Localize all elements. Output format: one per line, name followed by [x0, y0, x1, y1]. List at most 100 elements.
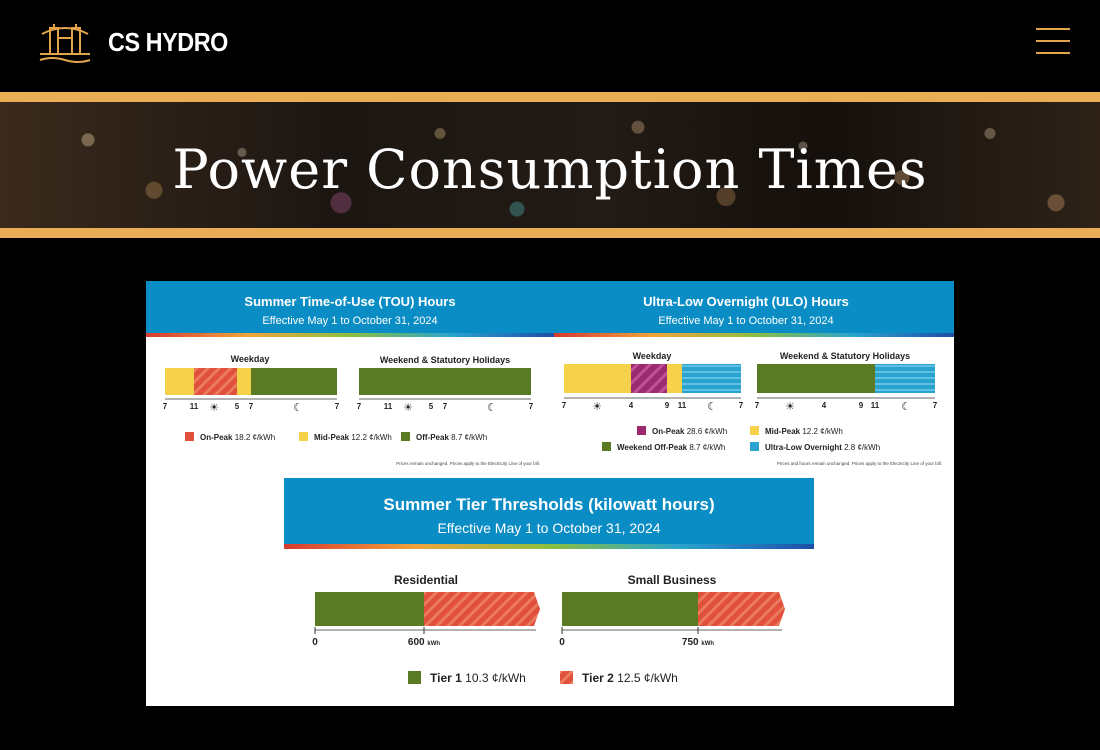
legend-ulo-on-peak-price: 28.6 ¢/kWh [687, 427, 727, 436]
legend-ultra-low-price: 2.8 ¢/kWh [844, 443, 880, 452]
small-business-zero: 0 [559, 637, 565, 648]
legend-swatch-ulo-on-peak [637, 426, 646, 435]
ulo-weekday-mid-peak-evening [667, 364, 682, 393]
tou-title: Summer Time-of-Use (TOU) Hours [244, 294, 455, 309]
top-accent-stripe [0, 92, 1100, 102]
ulo-subtitle: Effective May 1 to October 31, 2024 [658, 315, 833, 327]
legend-ultra-low-name: Ultra-Low Overnight [765, 443, 842, 452]
ulo-wd-tick-4: 11 [678, 401, 687, 410]
legend-on-peak-name: On-Peak [200, 433, 233, 442]
tou-we-tick-5: 7 [529, 402, 534, 411]
tou-note: Prices remain unchanged. Prices apply to… [396, 461, 540, 466]
legend-swatch-weekend-off-peak [602, 442, 611, 451]
svg-text:Off-Peak 8.7 ¢/kWh: Off-Peak 8.7 ¢/kWh [416, 433, 487, 442]
tou-banner [146, 281, 554, 333]
ulo-wd-tick-2: 4 [629, 401, 634, 410]
tou-we-tick-2: 11 [384, 402, 393, 411]
small-business-threshold: 750 [682, 637, 699, 648]
tou-weekend-off-peak [359, 368, 531, 395]
ulo-wd-tick-5: 7 [739, 401, 744, 410]
tier-subtitle: Effective May 1 to October 31, 2024 [437, 520, 660, 536]
hamburger-menu-icon[interactable] [1036, 26, 1070, 56]
legend-swatch-on-peak [185, 432, 194, 441]
tower-bridge-logo-icon[interactable] [38, 20, 92, 64]
tou-weekday-mid-peak-evening [237, 368, 251, 395]
legend-ulo-mid-peak-price: 12.2 ¢/kWh [802, 427, 842, 436]
legend-swatch-ulo-mid-peak [750, 426, 759, 435]
tou-wd-tick-3: 5 [235, 402, 240, 411]
small-business-label: Small Business [628, 573, 717, 587]
ulo-weekday-on-peak [631, 364, 667, 393]
legend-mid-peak-price: 12.2 ¢/kWh [351, 433, 391, 442]
legend-swatch-ultra-low [750, 442, 759, 451]
svg-text:Mid-Peak 12.2 ¢/kWh: Mid-Peak 12.2 ¢/kWh [314, 433, 392, 442]
ulo-wd-tick-3: 9 [665, 401, 670, 410]
ulo-we-tick-1: 7 [755, 401, 760, 410]
small-business-unit: kWh [701, 641, 714, 647]
legend-tier2-price: 12.5 ¢/kWh [617, 671, 678, 685]
ulo-weekend-label: Weekend & Statutory Holidays [780, 351, 910, 361]
brand-name[interactable]: CS HYDRO [108, 27, 228, 57]
sun-icon: ☀ [403, 402, 413, 414]
bottom-accent-stripe [0, 228, 1100, 238]
residential-label: Residential [394, 573, 458, 587]
rates-infographic: Summer Time-of-Use (TOU) Hours Effective… [146, 281, 954, 706]
tou-we-tick-1: 7 [357, 402, 362, 411]
svg-text:Ultra-Low Overnight 2.8 ¢/kWh: Ultra-Low Overnight 2.8 ¢/kWh [765, 443, 880, 452]
legend-mid-peak-name: Mid-Peak [314, 433, 350, 442]
page-title: Power Consumption Times [172, 138, 928, 201]
residential-threshold: 600 [408, 637, 425, 648]
ulo-weekend-ultra-low [875, 364, 935, 393]
residential-unit: kWh [427, 641, 440, 647]
tou-weekend-label: Weekend & Statutory Holidays [380, 355, 510, 365]
sun-icon: ☀ [785, 401, 795, 413]
svg-text:Weekend Off-Peak 8.7 ¢/kWh: Weekend Off-Peak 8.7 ¢/kWh [617, 443, 725, 452]
tou-we-tick-4: 7 [443, 402, 448, 411]
residential-tier2-bar [424, 592, 540, 626]
tou-wd-tick-2: 11 [190, 402, 199, 411]
tier-banner [284, 478, 814, 544]
ulo-weekend-off-peak [757, 364, 875, 393]
ulo-we-tick-4: 11 [871, 401, 880, 410]
svg-text:On-Peak 18.2 ¢/kWh: On-Peak 18.2 ¢/kWh [200, 433, 275, 442]
ulo-weekday-label: Weekday [633, 351, 672, 361]
ulo-title: Ultra-Low Overnight (ULO) Hours [643, 294, 849, 309]
moon-icon: ☾ [707, 401, 717, 413]
tou-wd-tick-5: 7 [335, 402, 340, 411]
svg-text:Tier 2 12.5 ¢/kWh: Tier 2 12.5 ¢/kWh [582, 671, 678, 685]
ulo-we-tick-2: 4 [822, 401, 827, 410]
svg-text:Mid-Peak 12.2 ¢/kWh: Mid-Peak 12.2 ¢/kWh [765, 427, 843, 436]
tou-wd-tick-4: 7 [249, 402, 254, 411]
sun-icon: ☀ [592, 401, 602, 413]
ulo-weekday-ultra-low [682, 364, 741, 393]
svg-text:750 kWh: 750 kWh [682, 637, 714, 648]
svg-text:Tier 1 10.3 ¢/kWh: Tier 1 10.3 ¢/kWh [430, 671, 526, 685]
svg-text:On-Peak 28.6 ¢/kWh: On-Peak 28.6 ¢/kWh [652, 427, 727, 436]
moon-icon: ☾ [487, 402, 497, 414]
tou-wd-tick-1: 7 [163, 402, 168, 411]
legend-swatch-mid-peak [299, 432, 308, 441]
residential-zero: 0 [312, 637, 318, 648]
legend-off-peak-name: Off-Peak [416, 433, 449, 442]
moon-icon: ☾ [901, 401, 911, 413]
small-business-tier2-bar [698, 592, 785, 626]
legend-weekend-off-peak-price: 8.7 ¢/kWh [689, 443, 725, 452]
legend-ulo-on-peak-name: On-Peak [652, 427, 685, 436]
ulo-we-tick-3: 9 [859, 401, 864, 410]
ulo-note: Prices and hours remain unchanged. Price… [777, 461, 942, 466]
ulo-banner [554, 281, 954, 333]
tou-weekday-on-peak [194, 368, 237, 395]
tou-weekday-mid-peak-morning [165, 368, 194, 395]
tou-weekday-label: Weekday [231, 354, 270, 364]
legend-off-peak-price: 8.7 ¢/kWh [451, 433, 487, 442]
legend-weekend-off-peak-name: Weekend Off-Peak [617, 443, 688, 452]
tier-title: Summer Tier Thresholds (kilowatt hours) [383, 495, 714, 514]
svg-text:600 kWh: 600 kWh [408, 637, 440, 648]
ulo-we-tick-5: 7 [933, 401, 938, 410]
legend-swatch-off-peak [401, 432, 410, 441]
tou-subtitle: Effective May 1 to October 31, 2024 [262, 315, 437, 327]
site-header: CS HYDRO [0, 0, 1100, 90]
residential-tier1-bar [315, 592, 424, 626]
sun-icon: ☀ [209, 402, 219, 414]
tou-we-tick-3: 5 [429, 402, 434, 411]
